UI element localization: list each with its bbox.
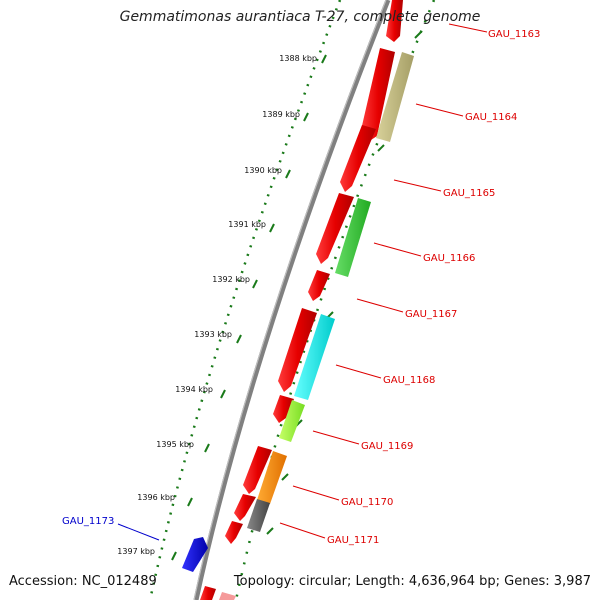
leader-line (312, 430, 360, 445)
gene-label[interactable]: GAU_1167 (405, 309, 457, 320)
gene-labels: GAU_1163 GAU_1164 GAU_1165 GAU_1166 GAU_… (62, 29, 540, 546)
gene-feature-red[interactable] (316, 193, 354, 264)
gene-feature-red[interactable] (278, 308, 317, 392)
genome-backbone (193, 0, 391, 601)
tick-mark (171, 551, 177, 561)
tick-mark-outer (266, 527, 274, 535)
tick-mark (236, 334, 242, 344)
tick-label: 1395 kbp (156, 440, 194, 449)
gene-feature-red[interactable] (225, 521, 243, 544)
gene-feature-lime[interactable] (279, 400, 305, 442)
gene-feature-gray[interactable] (247, 499, 270, 532)
gene-feature-khaki[interactable] (376, 52, 414, 142)
scale-tick-labels: 1388 kbp 1389 kbp 1390 kbp 1391 kbp 1392… (117, 54, 317, 556)
gene-feature-red[interactable] (308, 270, 330, 301)
tick-label: 1391 kbp (228, 220, 266, 229)
tick-mark (269, 223, 275, 233)
gene-label[interactable]: GAU_1165 (443, 188, 495, 199)
tick-label: 1390 kbp (244, 166, 282, 175)
gene-feature-red[interactable] (273, 395, 294, 423)
gene-feature-cyan[interactable] (294, 314, 335, 400)
gene-feature-red[interactable] (386, 0, 403, 42)
tick-label: 1396 kbp (137, 493, 175, 502)
tick-mark (252, 279, 258, 289)
leader-line (448, 23, 488, 33)
genome-summary-text: Topology: circular; Length: 4,636,964 bp… (233, 574, 591, 589)
tick-mark (321, 54, 327, 64)
gene-feature-red[interactable] (200, 586, 216, 600)
gene-feature-red[interactable] (234, 494, 256, 521)
leader-line (279, 522, 326, 539)
gene-feature-orange[interactable] (257, 451, 287, 504)
gene-label[interactable]: GAU_1171 (327, 535, 379, 546)
tick-mark-outer (414, 31, 422, 39)
tick-mark (204, 443, 210, 453)
gene-label[interactable]: GAU_1169 (361, 441, 413, 452)
leader-line (373, 242, 422, 257)
gene-feature-pink[interactable] (219, 592, 236, 600)
leader-line (393, 179, 442, 192)
gene-feature-red[interactable] (243, 446, 272, 494)
gene-feature-red[interactable] (361, 48, 395, 142)
gene-label[interactable]: GAU_1163 (488, 29, 540, 40)
tick-label: 1393 kbp (194, 330, 232, 339)
tick-mark (285, 169, 291, 179)
tick-mark-outer (377, 144, 385, 152)
tick-label: 1392 kbp (212, 275, 250, 284)
tick-label: 1389 kbp (262, 110, 300, 119)
tick-mark (303, 112, 309, 122)
leader-line (292, 485, 340, 501)
leader-line (335, 364, 382, 379)
gene-label[interactable]: GAU_1166 (423, 253, 475, 264)
cds-track-forward (200, 0, 403, 600)
tick-label: 1388 kbp (279, 54, 317, 63)
leader-line (415, 103, 464, 117)
label-leaders (117, 23, 488, 541)
leader-line (356, 298, 404, 313)
gene-feature-blue[interactable] (182, 537, 208, 572)
gene-label[interactable]: GAU_1173 (62, 516, 114, 527)
gene-label[interactable]: GAU_1168 (383, 375, 435, 386)
genome-backbone-highlight (193, 0, 387, 601)
tick-mark-outer (281, 473, 289, 481)
leader-line (117, 523, 160, 541)
tick-mark (187, 497, 193, 507)
map-title: Gemmatimonas aurantiaca T-27, complete g… (119, 9, 481, 25)
gene-feature-green[interactable] (335, 198, 371, 277)
gene-label[interactable]: GAU_1170 (341, 497, 393, 508)
tick-label: 1394 kbp (175, 385, 213, 394)
accession-text: Accession: NC_012489 (9, 574, 157, 589)
tick-mark (220, 389, 226, 399)
gene-label[interactable]: GAU_1164 (465, 112, 517, 123)
gene-feature-red[interactable] (340, 125, 376, 192)
cds-track-reverse (182, 52, 414, 572)
tick-label: 1397 kbp (117, 547, 155, 556)
